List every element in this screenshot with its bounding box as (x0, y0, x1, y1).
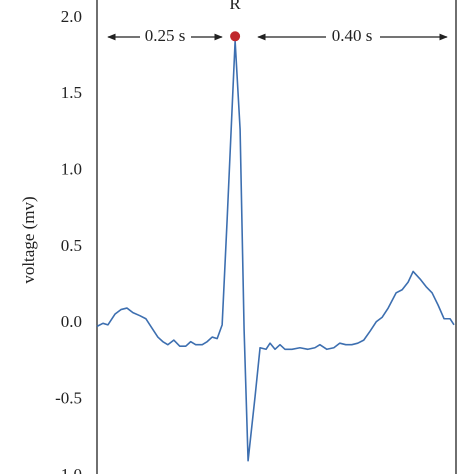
y-tick-label: 0.5 (61, 236, 82, 255)
y-tick-label: 1.5 (61, 83, 82, 102)
r-peak-marker (230, 31, 241, 42)
y-tick-label: -1.0 (55, 465, 82, 474)
y-axis-label: voltage (mv) (19, 196, 38, 283)
ecg-line (96, 40, 455, 462)
y-tick-label: 0.0 (61, 312, 82, 331)
y-tick-label: 2.0 (61, 7, 82, 26)
y-tick-label: -0.5 (55, 389, 82, 408)
interval-label: 0.25 s (145, 26, 186, 45)
r-label: R (229, 0, 241, 13)
interval-label: 0.40 s (332, 26, 373, 45)
y-tick-label: 1.0 (61, 160, 82, 179)
